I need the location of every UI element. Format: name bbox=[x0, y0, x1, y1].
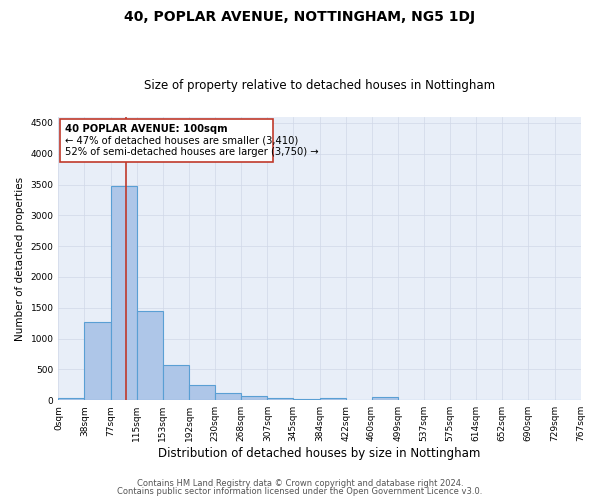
Bar bbox=[189, 385, 215, 400]
Bar bbox=[111, 186, 137, 400]
Bar bbox=[241, 396, 268, 400]
Y-axis label: Number of detached properties: Number of detached properties bbox=[15, 176, 25, 340]
Bar bbox=[215, 393, 241, 400]
Text: 40, POPLAR AVENUE, NOTTINGHAM, NG5 1DJ: 40, POPLAR AVENUE, NOTTINGHAM, NG5 1DJ bbox=[124, 10, 476, 24]
Bar bbox=[163, 365, 189, 400]
Text: 52% of semi-detached houses are larger (3,750) →: 52% of semi-detached houses are larger (… bbox=[65, 148, 319, 158]
Text: ← 47% of detached houses are smaller (3,410): ← 47% of detached houses are smaller (3,… bbox=[65, 136, 298, 145]
Bar bbox=[320, 398, 346, 400]
Bar bbox=[137, 311, 163, 400]
Text: Contains HM Land Registry data © Crown copyright and database right 2024.: Contains HM Land Registry data © Crown c… bbox=[137, 478, 463, 488]
Bar bbox=[84, 322, 111, 400]
Bar bbox=[268, 398, 293, 400]
X-axis label: Distribution of detached houses by size in Nottingham: Distribution of detached houses by size … bbox=[158, 447, 481, 460]
Text: 40 POPLAR AVENUE: 100sqm: 40 POPLAR AVENUE: 100sqm bbox=[65, 124, 228, 134]
Title: Size of property relative to detached houses in Nottingham: Size of property relative to detached ho… bbox=[144, 79, 495, 92]
Bar bbox=[371, 397, 398, 400]
Bar bbox=[58, 398, 84, 400]
FancyBboxPatch shape bbox=[60, 119, 273, 162]
Text: Contains public sector information licensed under the Open Government Licence v3: Contains public sector information licen… bbox=[118, 487, 482, 496]
Bar bbox=[293, 399, 320, 400]
